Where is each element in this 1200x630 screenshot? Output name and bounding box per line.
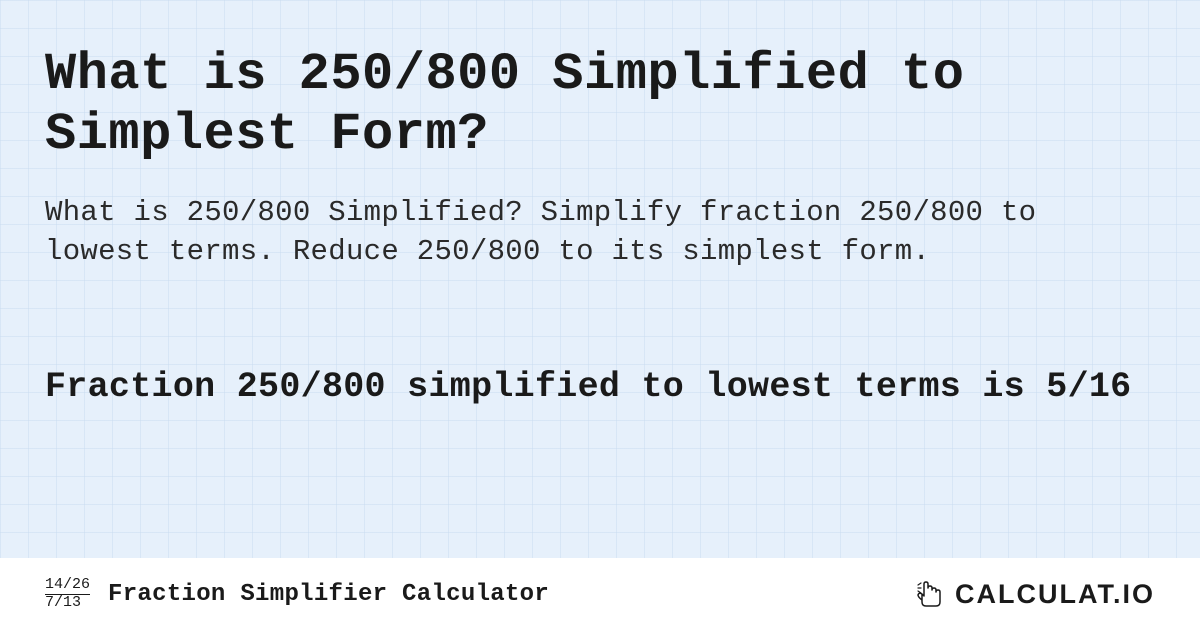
fraction-denominator: 7/13 [45,595,90,612]
footer-left: 14/26 7/13 Fraction Simplifier Calculato… [45,577,549,612]
result-heading: Fraction 250/800 simplified to lowest te… [45,366,1155,410]
main-content: What is 250/800 Simplified to Simplest F… [0,0,1200,410]
page-title: What is 250/800 Simplified to Simplest F… [45,45,1155,165]
fraction-icon: 14/26 7/13 [45,577,90,612]
page-description: What is 250/800 Simplified? Simplify fra… [45,193,1155,271]
tool-name: Fraction Simplifier Calculator [108,581,549,608]
footer: 14/26 7/13 Fraction Simplifier Calculato… [0,558,1200,630]
brand-name: CALCULAT.IO [955,579,1155,610]
fraction-numerator: 14/26 [45,577,90,596]
footer-right: CALCULAT.IO [915,578,1155,610]
hand-pointing-icon [915,578,947,610]
